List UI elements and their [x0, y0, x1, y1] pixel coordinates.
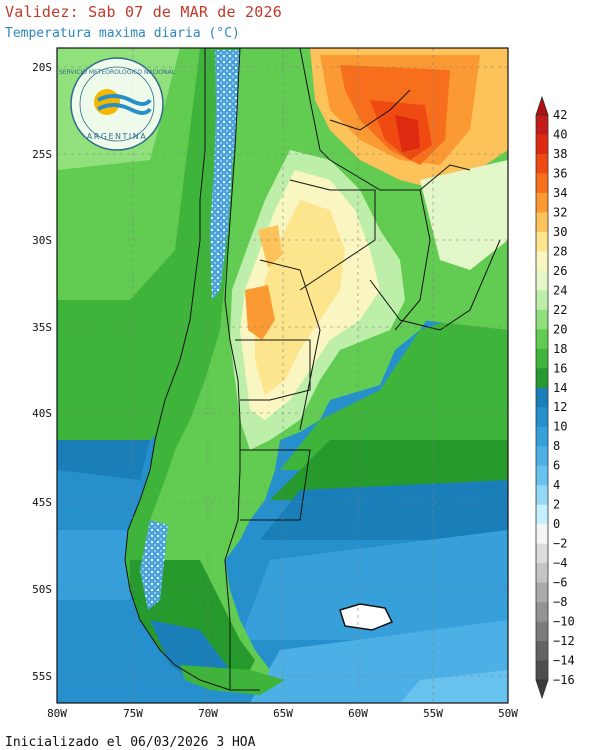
- colorbar-swatch: [536, 641, 548, 661]
- lat-tick-label: 20S: [32, 61, 52, 74]
- colorbar-swatch: [536, 348, 548, 369]
- colorbar-swatch: [536, 465, 548, 486]
- colorbar-label: −8: [553, 595, 567, 609]
- map-title: Validez: Sab 07 de MAR de 2026: [5, 3, 282, 21]
- colorbar-label: 16: [553, 361, 567, 375]
- map-frame: [56, 47, 509, 704]
- colorbar-label: −16: [553, 673, 575, 687]
- country-borders: [124, 48, 501, 691]
- colorbar-label: 38: [553, 147, 567, 161]
- map-grid: [57, 48, 508, 703]
- lat-tick-label: 50S: [32, 583, 52, 596]
- colorbar-swatch: [536, 582, 548, 603]
- colorbar-max-arrow: [535, 95, 549, 116]
- colorbar-label: 8: [553, 439, 560, 453]
- map-subtitle: Temperatura maxima diaria (°C): [5, 26, 240, 41]
- lon-tick-label: 70W: [198, 707, 218, 720]
- smn-logo: SERVICIO METEOROLÓGICO NACIONAL ARGENTIN…: [59, 57, 176, 151]
- colorbar-swatch: [536, 524, 548, 544]
- lat-tick-label: 55S: [32, 670, 52, 683]
- lon-tick-label: 50W: [498, 707, 518, 720]
- init-time: Inicializado el 06/03/2026 3 HOA: [5, 735, 256, 750]
- colorbar-label: 36: [553, 166, 567, 180]
- colorbar-label: 2: [553, 498, 560, 512]
- lat-tick-label: 40S: [32, 407, 52, 420]
- colorbar-swatch: [536, 426, 548, 447]
- colorbar-label: 14: [553, 381, 567, 395]
- colorbar-swatch: [536, 660, 548, 681]
- lat-tick-label: 25S: [32, 148, 52, 161]
- colorbar-label: 6: [553, 459, 560, 473]
- colorbar-label: 32: [553, 205, 567, 219]
- colorbar-label: −12: [553, 634, 575, 648]
- colorbar-label: 26: [553, 264, 567, 278]
- colorbar-label: 10: [553, 420, 567, 434]
- colorbar-label: −4: [553, 556, 567, 570]
- colorbar-label: 30: [553, 225, 567, 239]
- colorbar-swatch: [536, 446, 548, 466]
- wave-icon: [97, 94, 152, 106]
- lon-tick-label: 65W: [273, 707, 293, 720]
- colorbar-label: −6: [553, 576, 567, 590]
- lat-tick-label: 30S: [32, 234, 52, 247]
- colorbar-swatch: [536, 504, 548, 525]
- colorbar-label: 12: [553, 400, 567, 414]
- colorbar-swatch: [536, 543, 548, 564]
- colorbar-label: −14: [553, 654, 575, 668]
- colorbar-label: 18: [553, 342, 567, 356]
- colorbar-swatch: [536, 485, 548, 505]
- colorbar-swatch: [536, 407, 548, 428]
- longitude-axis: 80W 75W 70W 65W 60W 55W 50W: [47, 707, 518, 720]
- colorbar-swatch: [536, 602, 548, 622]
- colorbar-label: 0: [553, 517, 560, 531]
- colorbar-swatch: [536, 309, 548, 330]
- colorbar-swatch: [536, 115, 548, 135]
- colorbar-label: 20: [553, 322, 567, 336]
- andes-cold-band: [210, 50, 240, 300]
- colorbar-swatch: [536, 251, 548, 272]
- colorbar-swatch: [536, 134, 548, 155]
- colorbar-swatch: [536, 153, 548, 174]
- colorbar-label: 42: [553, 108, 567, 122]
- logo-country-text: ARGENTINA: [87, 132, 147, 141]
- colorbar-swatch: [536, 329, 548, 350]
- colorbar-swatch: [536, 173, 548, 194]
- colorbar-min-arrow: [535, 679, 549, 700]
- colorbar-label: 34: [553, 186, 567, 200]
- colorbar-swatch: [536, 212, 548, 233]
- malvinas-islands: [339, 603, 394, 631]
- colorbar-swatch: [536, 368, 548, 389]
- latitude-axis: 20S 25S 30S 35S 40S 45S 50S 55S: [32, 61, 52, 683]
- colorbar-label: 24: [553, 283, 567, 297]
- lon-tick-label: 75W: [123, 707, 143, 720]
- colorbar-label: 4: [553, 478, 560, 492]
- colorbar-frame: [535, 114, 549, 681]
- logo-agency-text: SERVICIO METEOROLÓGICO NACIONAL: [59, 69, 176, 76]
- lon-tick-label: 55W: [423, 707, 443, 720]
- lat-tick-label: 45S: [32, 496, 52, 509]
- sun-icon: [94, 89, 120, 115]
- colorbar-label: 40: [553, 127, 567, 141]
- colorbar-swatch: [536, 621, 548, 642]
- colorbar-swatch: [536, 563, 548, 583]
- colorbar-swatch: [536, 270, 548, 291]
- temperature-field: [57, 48, 508, 703]
- colorbar-label: 28: [553, 244, 567, 258]
- lat-tick-label: 35S: [32, 321, 52, 334]
- colorbar-label: −2: [553, 537, 567, 551]
- colorbar-swatch: [536, 290, 548, 311]
- colorbar-label: 22: [553, 303, 567, 317]
- colorbar-swatch: [536, 387, 548, 408]
- colorbar: 424038363432302826242220181614121086420−…: [535, 95, 575, 700]
- colorbar-swatch: [536, 192, 548, 213]
- lon-tick-label: 80W: [47, 707, 67, 720]
- lon-tick-label: 60W: [348, 707, 368, 720]
- colorbar-swatch: [536, 231, 548, 252]
- colorbar-label: −10: [553, 615, 575, 629]
